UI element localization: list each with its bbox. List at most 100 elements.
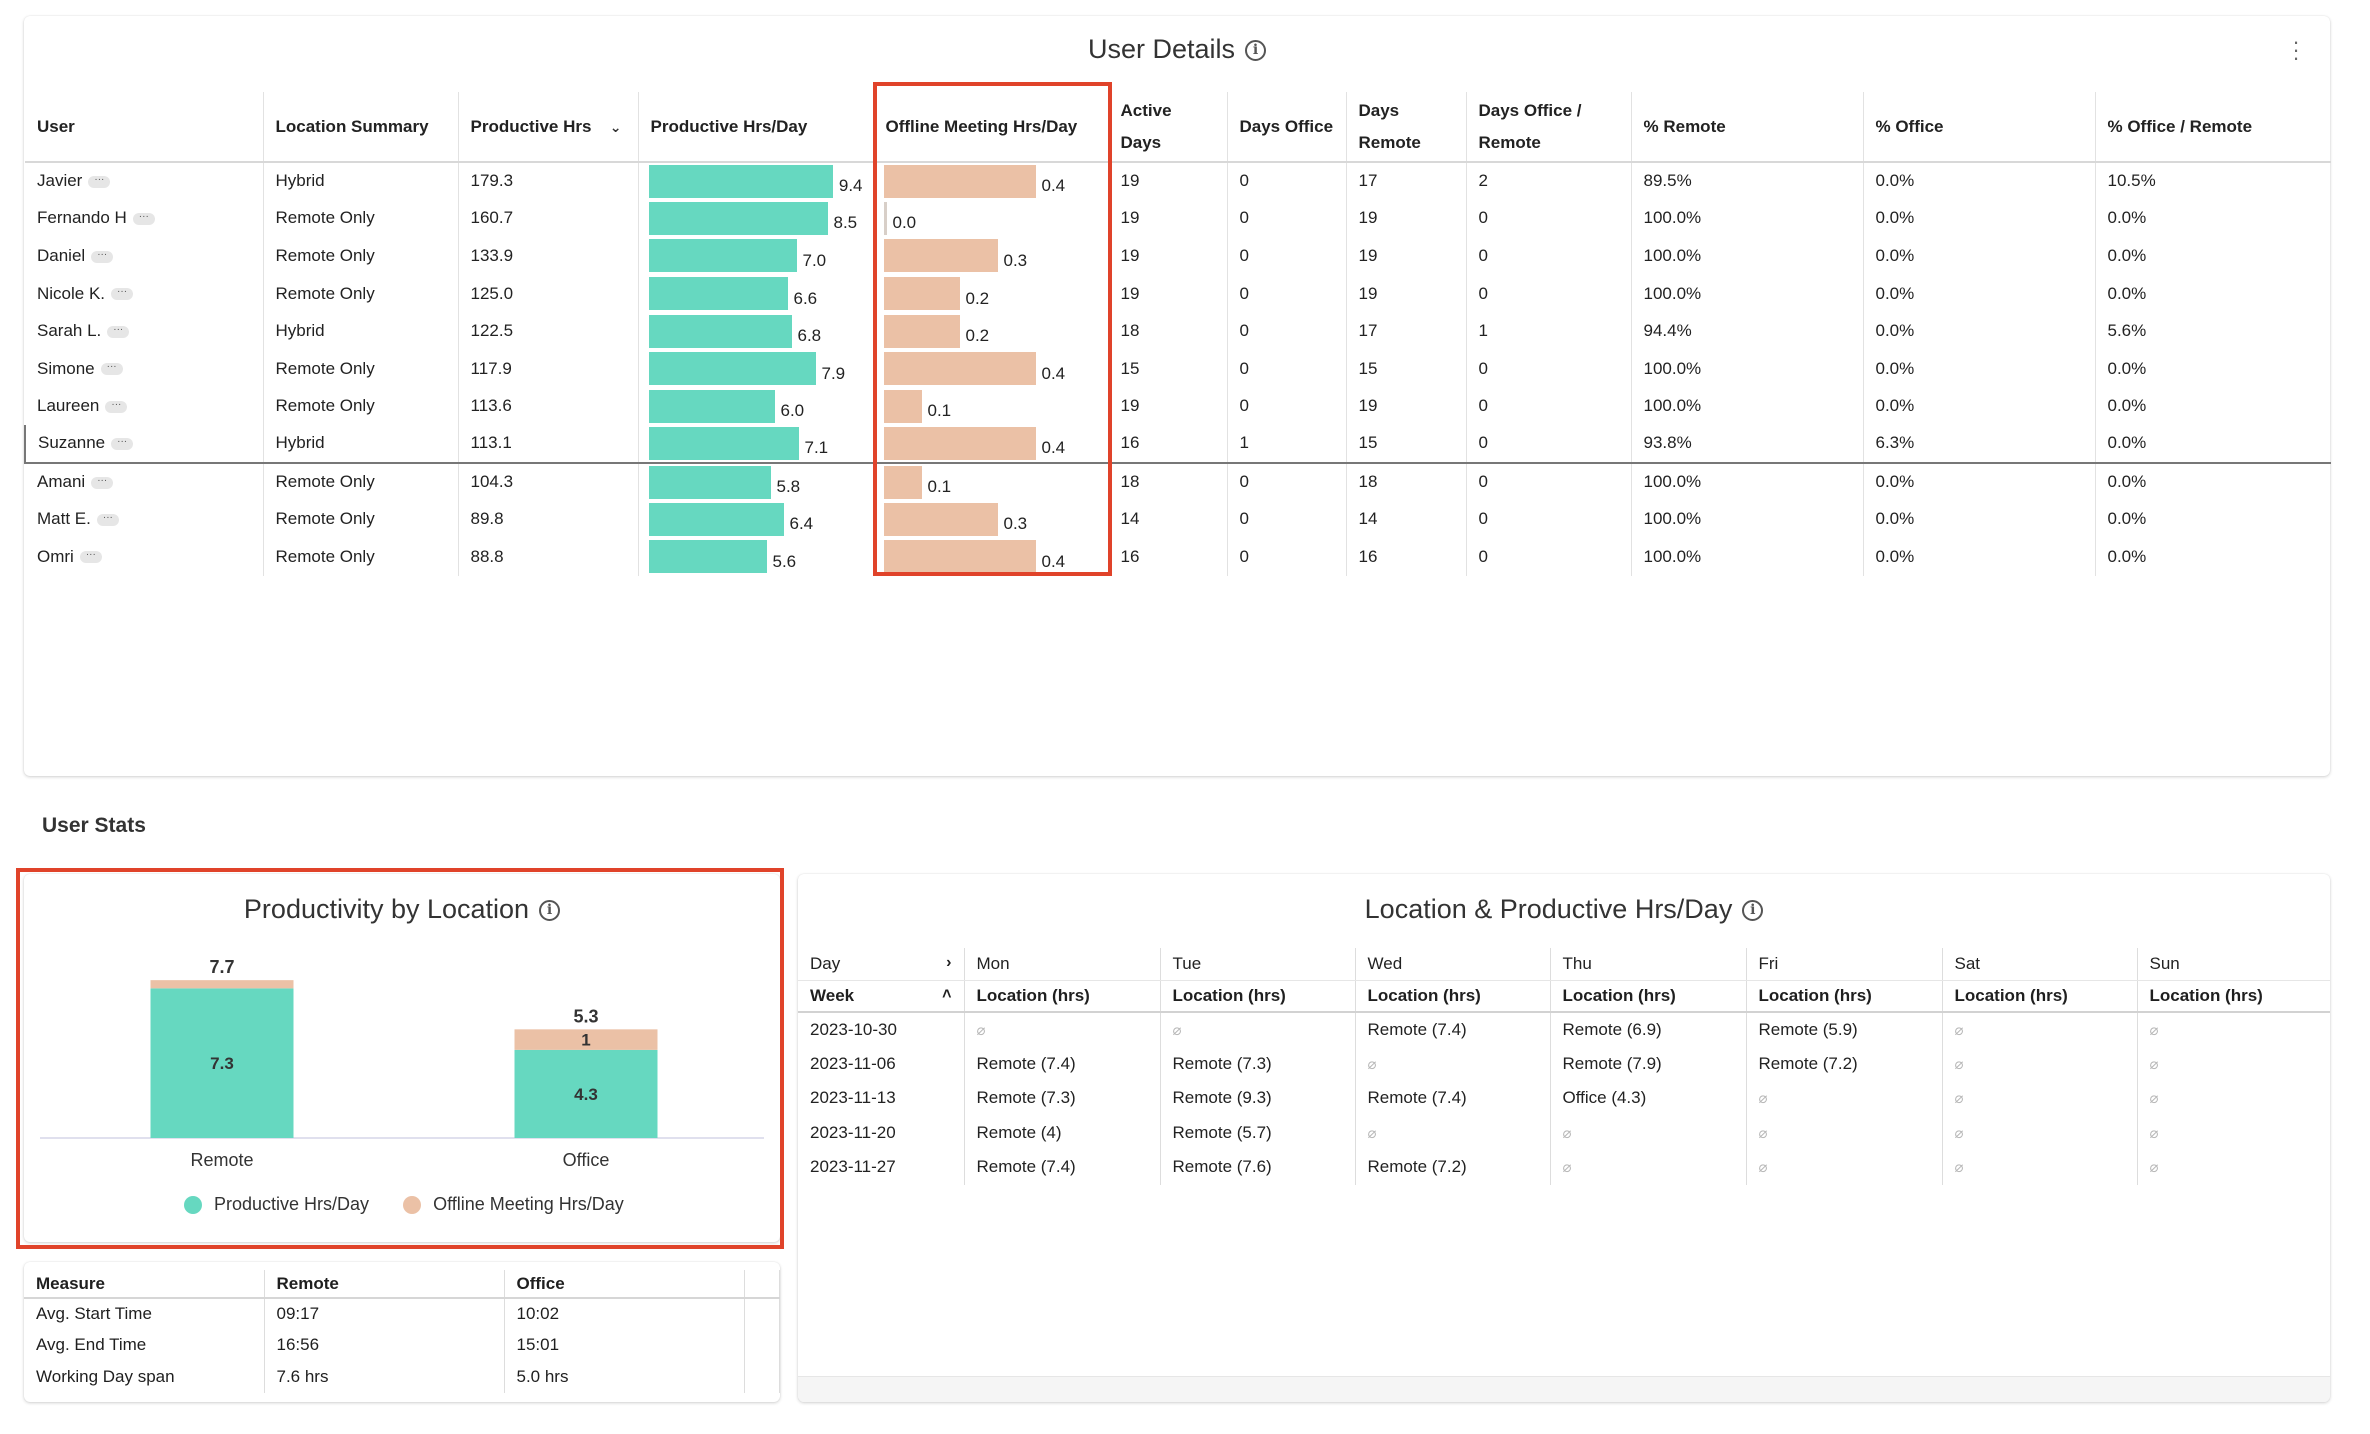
user-cell[interactable]: Laureen ··· xyxy=(25,387,264,426)
column-header[interactable]: Location Summary xyxy=(263,92,459,163)
column-header[interactable]: % Office xyxy=(1863,92,2096,163)
table-row[interactable]: Fernando H ··· Remote Only 160.7 8.5 0.0 19 0 19… xyxy=(25,199,2331,238)
table-row[interactable]: Laureen ··· Remote Only 113.6 6.0 0.1 19 0 19 0 10… xyxy=(25,387,2331,426)
table-row[interactable]: Sarah L. ··· Hybrid 122.5 6.8 0.2 18 0 17 1 94.4% 0… xyxy=(25,312,2331,350)
day-column-header[interactable]: Sun xyxy=(2137,948,2330,981)
more-pill-icon[interactable]: ··· xyxy=(132,211,155,225)
column-header[interactable]: Days Office xyxy=(1227,92,1347,163)
table-row[interactable]: Amani ··· Remote Only 104.3 5.8 0.1 18 0 18 0 100.… xyxy=(25,462,2331,501)
bar-wrap: 0.1 xyxy=(883,465,1098,499)
day-column-header[interactable]: Fri xyxy=(1746,948,1943,981)
info-icon[interactable]: i xyxy=(539,900,561,922)
more-pill-icon[interactable]: ··· xyxy=(91,249,114,263)
chevron-right-icon[interactable]: › xyxy=(946,953,952,971)
column-header[interactable]: Active Days xyxy=(1108,92,1228,163)
more-pill-icon[interactable]: ··· xyxy=(105,399,128,413)
horizontal-scrollbar[interactable] xyxy=(798,1376,2330,1402)
info-icon[interactable]: i xyxy=(1742,900,1764,922)
more-pill-icon[interactable]: ··· xyxy=(111,436,134,450)
bar-wrap: 0.4 xyxy=(883,426,1098,460)
table-row[interactable]: Matt E. ··· Remote Only 89.8 6.4 0.3 14 0 14 0 100… xyxy=(25,500,2331,538)
user-stats-label: User Stats xyxy=(42,814,146,837)
location-sub-header[interactable]: Location (hrs) xyxy=(1942,980,2138,1013)
category-label: Office xyxy=(563,1150,610,1170)
days-office-remote-cell: 0 xyxy=(1466,199,1632,238)
more-pill-icon[interactable]: ··· xyxy=(111,287,134,301)
table-row[interactable]: Simone ··· Remote Only 117.9 7.9 0.4 15 0 15 0 100… xyxy=(25,349,2331,388)
table-row[interactable]: Suzanne ··· Hybrid 113.1 7.1 0.4 16 1 15 0 93.8% 6.… xyxy=(24,425,2331,464)
day-column-header[interactable]: Wed xyxy=(1355,948,1551,981)
days-remote-cell: 14 xyxy=(1346,500,1467,538)
column-header[interactable]: % Office / Remote xyxy=(2095,92,2331,163)
offline-meeting-cell: 0.4 xyxy=(873,162,1109,200)
table-row[interactable]: Javier ··· Hybrid 179.3 9.4 0.4 19 0 17 2 89.5% 0.0… xyxy=(25,162,2331,200)
productive-bar xyxy=(648,201,828,235)
measure-column-header[interactable]: Office xyxy=(504,1270,745,1299)
day-column-header[interactable]: Sat xyxy=(1942,948,2138,981)
user-cell[interactable]: Matt E. ··· xyxy=(25,500,264,538)
location-sub-header[interactable]: Location (hrs) xyxy=(2137,980,2330,1013)
location-sub-header[interactable]: Location (hrs) xyxy=(964,980,1161,1013)
table-row: Avg. Start Time 09:17 10:02 xyxy=(24,1298,780,1330)
user-cell[interactable]: Suzanne ··· xyxy=(24,425,264,464)
bar-wrap: 0.4 xyxy=(883,540,1098,574)
offline-bar-label: 0.4 xyxy=(1041,363,1066,383)
more-pill-icon[interactable]: ··· xyxy=(96,512,119,526)
day-column-header[interactable]: Thu xyxy=(1550,948,1747,981)
table-row[interactable]: Nicole K. ··· Remote Only 125.0 6.6 0.2 19 0 19 0… xyxy=(25,274,2331,313)
user-cell[interactable]: Daniel ··· xyxy=(25,237,264,275)
null-icon: ⌀ xyxy=(1562,1124,1572,1142)
location-cell: ⌀ xyxy=(2137,1081,2330,1116)
more-options-icon[interactable]: · · · xyxy=(2292,29,2300,70)
more-pill-icon[interactable]: ··· xyxy=(107,324,130,338)
column-header[interactable]: Days Remote xyxy=(1346,92,1467,163)
table-row[interactable]: Omri ··· Remote Only 88.8 5.6 0.4 16 0 16 0 100.0%… xyxy=(25,537,2331,576)
column-header[interactable]: % Remote xyxy=(1631,92,1864,163)
location-sub-header[interactable]: Location (hrs) xyxy=(1746,980,1943,1013)
day-column-header[interactable]: Mon xyxy=(964,948,1161,981)
location-cell: ⌀ xyxy=(1160,1012,1356,1047)
location-cell: Remote Only xyxy=(263,387,459,426)
location-sub-header[interactable]: Location (hrs) xyxy=(1550,980,1747,1013)
user-cell[interactable]: Simone ··· xyxy=(25,349,264,388)
more-pill-icon[interactable]: ··· xyxy=(88,174,111,188)
offline-bar-label: 0.1 xyxy=(927,401,952,421)
user-cell[interactable]: Nicole K. ··· xyxy=(25,274,264,313)
more-pill-icon[interactable]: ··· xyxy=(100,362,123,376)
column-header[interactable]: Offline Meeting Hrs/Day xyxy=(873,92,1109,163)
week-header[interactable]: Week ˄ xyxy=(798,980,965,1013)
sort-chevron-icon[interactable]: ⌄ xyxy=(609,118,622,135)
days-office-cell: 0 xyxy=(1227,349,1347,388)
day-header-label: Day xyxy=(810,953,841,973)
bar-wrap: 0.3 xyxy=(883,239,1098,273)
user-cell[interactable]: Omri ··· xyxy=(25,537,264,576)
user-cell[interactable]: Javier ··· xyxy=(25,162,264,200)
location-sub-header[interactable]: Location (hrs) xyxy=(1355,980,1551,1013)
measure-column-header[interactable]: Remote xyxy=(264,1270,505,1299)
location-cell: ⌀ xyxy=(1942,1046,2138,1081)
measure-column-header[interactable]: Measure xyxy=(24,1270,265,1299)
productive-bar-label: 5.6 xyxy=(772,551,797,571)
more-pill-icon[interactable]: ··· xyxy=(79,550,102,564)
more-pill-icon[interactable]: ··· xyxy=(91,475,114,489)
offline-meeting-cell: 0.2 xyxy=(873,312,1109,350)
table-row: 2023-11-06 Remote (7.4) Remote (7.3) ⌀ Remot… xyxy=(798,1046,2330,1081)
user-cell[interactable]: Sarah L. ··· xyxy=(25,312,264,350)
user-cell[interactable]: Amani ··· xyxy=(25,462,264,501)
column-header[interactable]: Productive Hrs/Day xyxy=(638,92,874,163)
column-header[interactable]: Days Office / Remote xyxy=(1466,92,1632,163)
column-header[interactable]: Productive Hrs ⌄ xyxy=(458,92,639,163)
bar-wrap: 6.8 xyxy=(648,314,863,348)
productive-bar-label: 7.0 xyxy=(802,250,827,270)
active-days-cell: 19 xyxy=(1108,237,1228,275)
null-icon: ⌀ xyxy=(976,1021,986,1039)
location-sub-header[interactable]: Location (hrs) xyxy=(1160,980,1356,1013)
info-icon[interactable]: i xyxy=(1245,40,1267,62)
chevron-up-icon[interactable]: ˄ xyxy=(942,985,952,1003)
day-column-header[interactable]: Tue xyxy=(1160,948,1356,981)
user-cell[interactable]: Fernando H ··· xyxy=(25,199,264,238)
table-row[interactable]: Daniel ··· Remote Only 133.9 7.0 0.3 19 0 19 0 100… xyxy=(25,237,2331,275)
day-header[interactable]: Day › xyxy=(798,948,965,981)
table-row: Avg. End Time 16:56 15:01 xyxy=(24,1329,780,1361)
column-header[interactable]: User xyxy=(25,92,264,163)
